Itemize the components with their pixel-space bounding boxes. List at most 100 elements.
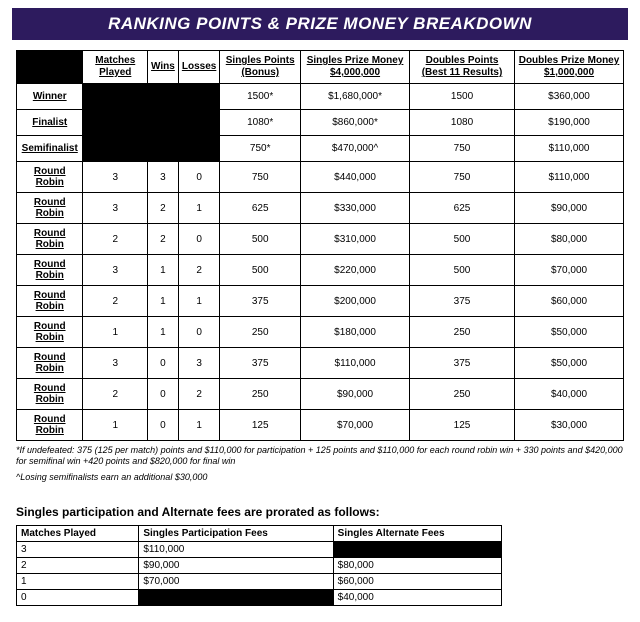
cell-l (178, 84, 219, 110)
cell-w (148, 110, 179, 136)
fees-header-spf: Singles Participation Fees (139, 525, 333, 541)
cell-spm: $110,000 (301, 348, 410, 379)
cell-l: 0 (178, 224, 219, 255)
cell-dpm: $360,000 (515, 84, 624, 110)
fees-row: 0 $40,000 (17, 589, 502, 605)
table-row: Round Robin312500$220,000500$70,000 (17, 255, 624, 286)
row-label: Round Robin (17, 255, 83, 286)
cell-mp: 2 (83, 379, 148, 410)
row-label: Round Robin (17, 162, 83, 193)
row-label: Round Robin (17, 224, 83, 255)
cell-w (148, 84, 179, 110)
cell-dp: 500 (410, 224, 515, 255)
cell-dpm: $30,000 (515, 410, 624, 441)
cell-spm: $220,000 (301, 255, 410, 286)
cell-dpm: $50,000 (515, 317, 624, 348)
header-doubles-points: Doubles Points (Best 11 Results) (410, 51, 515, 84)
row-label: Semifinalist (17, 136, 83, 162)
row-label: Round Robin (17, 317, 83, 348)
cell-dpm: $70,000 (515, 255, 624, 286)
table-row: Round Robin211375$200,000375$60,000 (17, 286, 624, 317)
fees-row: 2$90,000$80,000 (17, 557, 502, 573)
cell-dp: 125 (410, 410, 515, 441)
cell-sp: 125 (220, 410, 301, 441)
footnote-2: ^Losing semifinalists earn an additional… (16, 472, 624, 483)
cell-sp: 500 (220, 255, 301, 286)
cell-sp: 250 (220, 317, 301, 348)
cell-dp: 1080 (410, 110, 515, 136)
cell-sp: 750 (220, 162, 301, 193)
cell-dp: 750 (410, 136, 515, 162)
cell-sp: 625 (220, 193, 301, 224)
fees-cell-mp: 2 (17, 557, 139, 573)
cell-dp: 375 (410, 348, 515, 379)
cell-mp (83, 110, 148, 136)
table-row: Round Robin321625$330,000625$90,000 (17, 193, 624, 224)
cell-dp: 250 (410, 379, 515, 410)
cell-dp: 1500 (410, 84, 515, 110)
cell-mp: 3 (83, 162, 148, 193)
table-row: Round Robin303375$110,000375$50,000 (17, 348, 624, 379)
cell-mp (83, 84, 148, 110)
fees-cell-mp: 0 (17, 589, 139, 605)
cell-mp: 2 (83, 224, 148, 255)
cell-dp: 250 (410, 317, 515, 348)
fees-header-mp: Matches Played (17, 525, 139, 541)
table-row: Round Robin101125$70,000125$30,000 (17, 410, 624, 441)
fees-cell-spf: $110,000 (139, 541, 333, 557)
cell-spm: $860,000* (301, 110, 410, 136)
cell-w: 0 (148, 410, 179, 441)
cell-spm: $330,000 (301, 193, 410, 224)
table-row: Winner1500*$1,680,000*1500$360,000 (17, 84, 624, 110)
cell-spm: $310,000 (301, 224, 410, 255)
cell-l: 3 (178, 348, 219, 379)
row-label: Winner (17, 84, 83, 110)
fees-cell-saf: $80,000 (333, 557, 502, 573)
header-losses: Losses (178, 51, 219, 84)
fees-header-saf: Singles Alternate Fees (333, 525, 502, 541)
cell-mp: 3 (83, 348, 148, 379)
cell-dp: 625 (410, 193, 515, 224)
cell-sp: 750* (220, 136, 301, 162)
cell-spm: $180,000 (301, 317, 410, 348)
cell-w (148, 136, 179, 162)
cell-dpm: $50,000 (515, 348, 624, 379)
cell-mp: 3 (83, 255, 148, 286)
fees-cell-spf: $90,000 (139, 557, 333, 573)
cell-l: 1 (178, 286, 219, 317)
footnote-1: *If undefeated: 375 (125 per match) poin… (16, 445, 624, 468)
cell-w: 1 (148, 317, 179, 348)
fees-cell-saf: $40,000 (333, 589, 502, 605)
header-row: Matches Played Wins Losses Singles Point… (17, 51, 624, 84)
cell-w: 1 (148, 286, 179, 317)
cell-l: 2 (178, 255, 219, 286)
cell-sp: 500 (220, 224, 301, 255)
cell-l: 1 (178, 410, 219, 441)
cell-w: 1 (148, 255, 179, 286)
cell-mp: 2 (83, 286, 148, 317)
cell-w: 2 (148, 224, 179, 255)
cell-dpm: $110,000 (515, 162, 624, 193)
cell-dp: 500 (410, 255, 515, 286)
table-row: Round Robin110250$180,000250$50,000 (17, 317, 624, 348)
cell-l: 0 (178, 317, 219, 348)
banner-title: RANKING POINTS & PRIZE MONEY BREAKDOWN (12, 8, 628, 40)
fees-row: 3$110,000 (17, 541, 502, 557)
cell-sp: 1080* (220, 110, 301, 136)
cell-l: 2 (178, 379, 219, 410)
cell-mp (83, 136, 148, 162)
row-label: Round Robin (17, 410, 83, 441)
cell-mp: 1 (83, 317, 148, 348)
header-corner (17, 51, 83, 84)
fees-cell-spf: $70,000 (139, 573, 333, 589)
cell-dpm: $40,000 (515, 379, 624, 410)
fees-cell-spf (139, 589, 333, 605)
cell-l (178, 110, 219, 136)
content-wrap: Matches Played Wins Losses Singles Point… (0, 50, 640, 622)
fees-subhead: Singles participation and Alternate fees… (16, 505, 624, 519)
header-singles-prize: Singles Prize Money $4,000,000 (301, 51, 410, 84)
table-row: Round Robin330750$440,000750$110,000 (17, 162, 624, 193)
fees-cell-saf: $60,000 (333, 573, 502, 589)
fees-cell-saf (333, 541, 502, 557)
cell-w: 3 (148, 162, 179, 193)
